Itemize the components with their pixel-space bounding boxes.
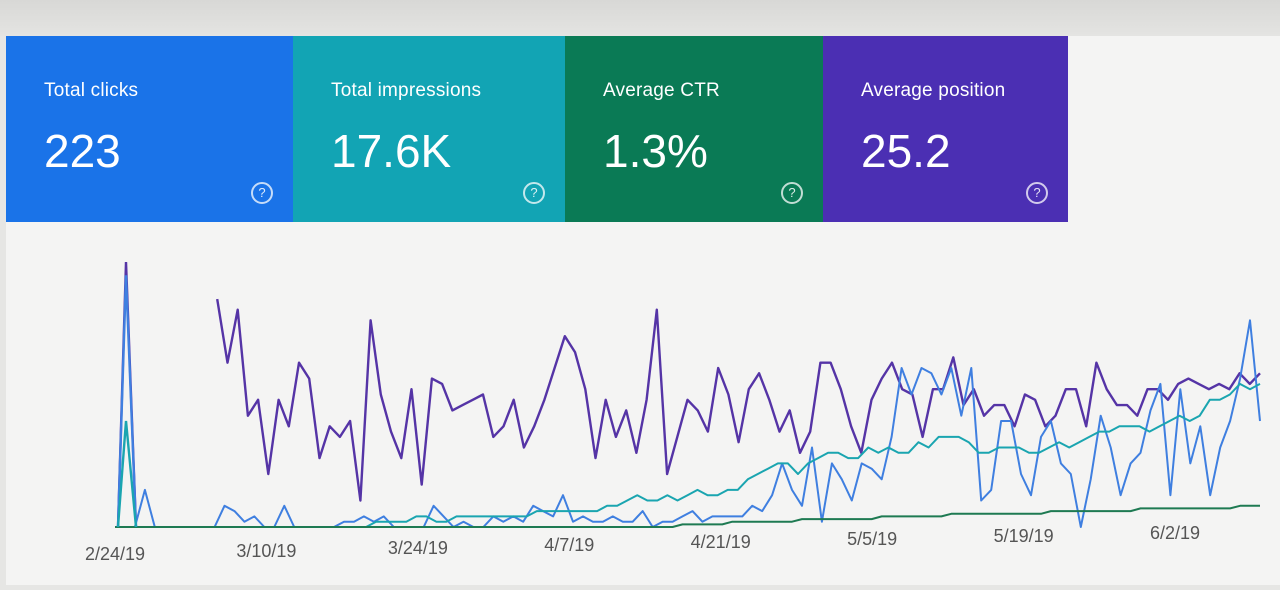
x-tick-label: 3/24/19 xyxy=(388,538,448,558)
metric-value: 25.2 xyxy=(861,125,951,177)
browser-top-strip xyxy=(0,0,1280,36)
x-tick-label: 2/24/19 xyxy=(85,544,145,564)
metric-value: 223 xyxy=(44,125,121,177)
help-icon[interactable]: ? xyxy=(781,182,803,204)
x-tick-label: 6/2/19 xyxy=(1150,523,1200,543)
line-chart: 2/24/19 3/10/19 3/24/19 4/7/19 4/21/19 5/5/19… xyxy=(85,261,1261,564)
metric-value: 1.3% xyxy=(603,125,708,177)
metric-card-average-ctr[interactable]: Average CTR 1.3% ? xyxy=(565,36,823,222)
spike-line-3 xyxy=(116,420,138,528)
help-icon[interactable]: ? xyxy=(1026,182,1048,204)
metric-cards: Total clicks 223 ? Total impressions 17.… xyxy=(6,36,1068,222)
metric-label: Average position xyxy=(861,80,1006,101)
metric-value: 17.6K xyxy=(331,125,452,177)
x-tick-label: 3/10/19 xyxy=(236,541,296,561)
metric-card-total-impressions[interactable]: Total impressions 17.6K ? xyxy=(293,36,565,222)
help-icon[interactable]: ? xyxy=(523,182,545,204)
help-icon[interactable]: ? xyxy=(251,182,273,204)
x-axis-ticks: 2/24/19 3/10/19 3/24/19 4/7/19 4/21/19 5/5/19… xyxy=(85,523,1200,564)
x-tick-label: 4/7/19 xyxy=(544,535,594,555)
x-tick-label: 5/5/19 xyxy=(847,529,897,549)
metric-card-average-position[interactable]: Average position 25.2 ? xyxy=(823,36,1068,222)
metric-label: Total impressions xyxy=(331,80,482,101)
x-tick-label: 4/21/19 xyxy=(691,532,751,552)
series-line-4 xyxy=(115,504,1260,528)
metric-card-total-clicks[interactable]: Total clicks 223 ? xyxy=(6,36,293,222)
metric-label: Average CTR xyxy=(603,80,720,101)
performance-chart: 2/24/19 3/10/19 3/24/19 4/7/19 4/21/19 5/5/19… xyxy=(0,222,1280,585)
series-line-3 xyxy=(115,382,1261,528)
series-layer xyxy=(115,261,1261,528)
series-line-1 xyxy=(216,298,1261,502)
metric-label: Total clicks xyxy=(44,80,139,101)
x-tick-label: 5/19/19 xyxy=(994,526,1054,546)
spike-line-2 xyxy=(116,275,138,528)
